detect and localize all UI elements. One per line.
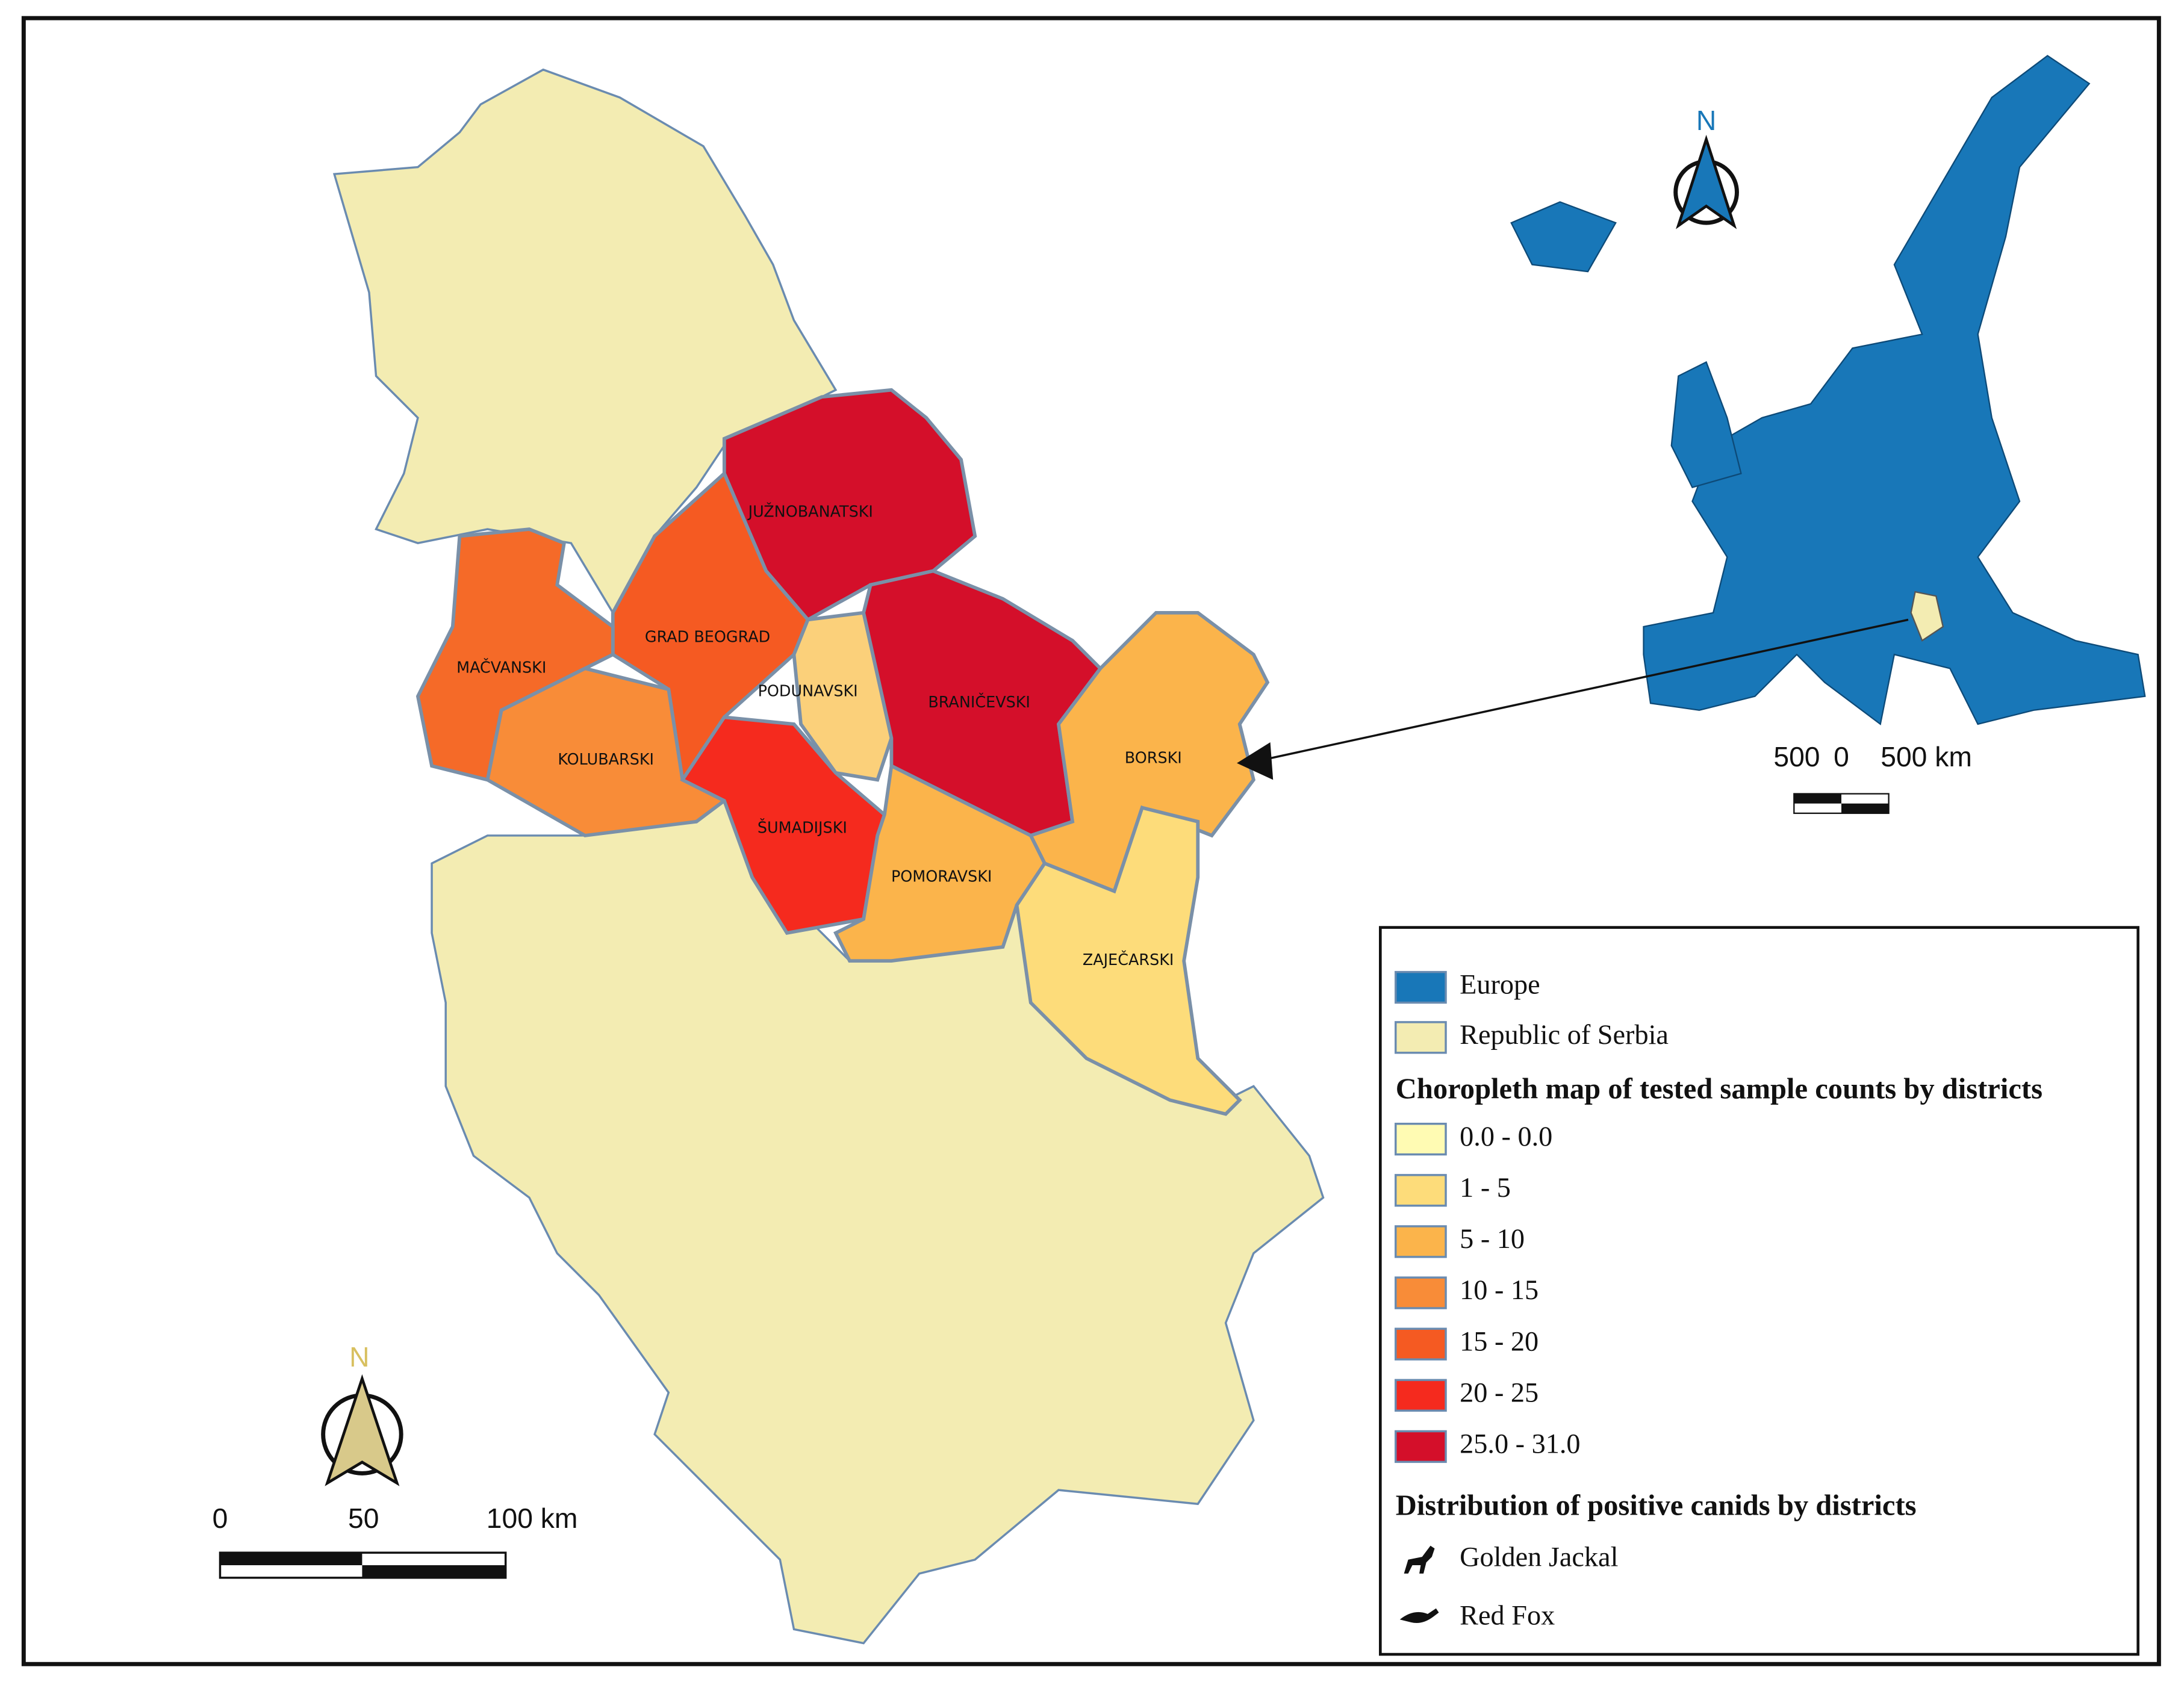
scale-label: 50 <box>348 1503 379 1534</box>
legend-swatch <box>1395 1327 1447 1361</box>
legend-swatch <box>1395 970 1447 1004</box>
legend-label: 25.0 - 31.0 <box>1460 1429 1580 1460</box>
scale-label: 500 <box>1773 741 1820 772</box>
legend-label: Europe <box>1460 970 1540 1001</box>
legend-label: Red Fox <box>1460 1601 1555 1631</box>
fox-icon <box>1399 1608 1439 1624</box>
legend-swatch <box>1395 1276 1447 1309</box>
legend-swatch <box>1395 1174 1447 1207</box>
legend-heading: Choropleth map of tested sample counts b… <box>1396 1073 2042 1105</box>
district-label: JUŽNOBANATSKI <box>747 502 873 520</box>
district-label: ŠUMADIJSKI <box>758 818 847 836</box>
district-label: KOLUBARSKI <box>558 750 654 768</box>
legend-label: 10 - 15 <box>1460 1275 1538 1306</box>
legend-swatch <box>1395 1123 1447 1156</box>
scale-bar <box>219 1551 507 1579</box>
legend-label: 1 - 5 <box>1460 1173 1511 1203</box>
district-label: MAČVANSKI <box>456 658 546 676</box>
arrow-line <box>1260 618 1909 762</box>
district <box>833 763 1047 963</box>
arrow-head <box>1237 742 1274 780</box>
legend-heading: Distribution of positive canids by distr… <box>1396 1489 1917 1521</box>
north-arrow-inset <box>1673 134 1739 229</box>
legend-box <box>1379 926 2139 1656</box>
district-label: BORSKI <box>1125 749 1182 767</box>
scale-label: 500 km <box>1881 741 1972 772</box>
district <box>1015 805 1242 1116</box>
legend-label: 20 - 25 <box>1460 1377 1538 1408</box>
europe-inset <box>1510 55 2146 725</box>
legend-swatch <box>1395 1379 1447 1412</box>
uk <box>1670 361 1742 489</box>
district-label: BRANIČEVSKI <box>928 693 1030 711</box>
legend-label: Golden Jackal <box>1460 1542 1618 1572</box>
scale-label: 0 <box>1834 741 1849 772</box>
north-label: N <box>349 1341 369 1373</box>
scale-bar-inset <box>1793 793 1890 815</box>
europe-land <box>1643 55 2146 725</box>
district-label: ZAJEČARSKI <box>1083 951 1174 969</box>
iceland <box>1510 201 1617 273</box>
serbia-inset <box>1910 591 1944 642</box>
legend-label: 5 - 10 <box>1460 1224 1525 1255</box>
north-arrow <box>321 1374 403 1486</box>
legend-swatch <box>1395 1021 1447 1054</box>
scale-label: 100 km <box>487 1503 578 1534</box>
district-label: PODUNAVSKI <box>758 682 858 700</box>
districts: JUŽNOBANATSKI GRAD BEOGRAD MAČVANSKI KOLUBA… <box>415 388 1270 1116</box>
legend-label: Republic of Serbia <box>1460 1020 1669 1050</box>
legend: Europe Republic of Serbia Choropleth map o… <box>1379 926 2139 1656</box>
scale-label: 0 <box>213 1503 228 1534</box>
district-label: POMORAVSKI <box>891 867 992 885</box>
district-label: GRAD BEOGRAD <box>645 627 770 645</box>
serbia-north <box>332 68 838 615</box>
legend-swatch <box>1395 1225 1447 1258</box>
district <box>1028 610 1270 894</box>
legend-swatch <box>1395 1430 1447 1463</box>
north-label: N <box>1696 105 1716 136</box>
legend-label: 0.0 - 0.0 <box>1460 1122 1552 1152</box>
legend-label: 15 - 20 <box>1460 1326 1538 1357</box>
